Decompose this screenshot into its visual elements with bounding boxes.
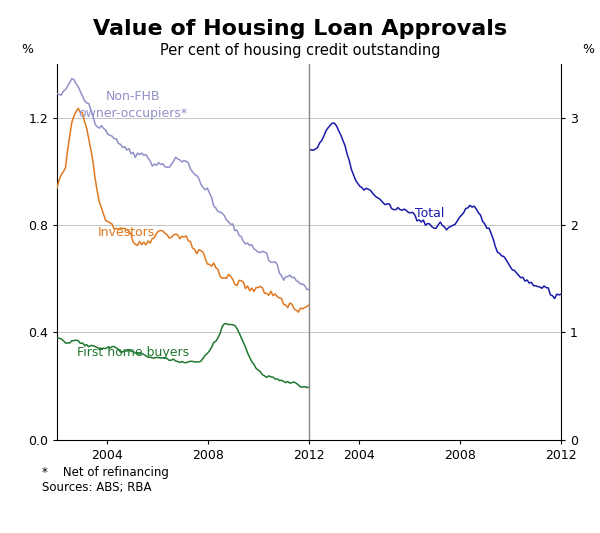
Text: Value of Housing Loan Approvals: Value of Housing Loan Approvals xyxy=(93,19,507,39)
Text: Non-FHB
owner-occupiers*: Non-FHB owner-occupiers* xyxy=(78,90,187,120)
Text: Investors: Investors xyxy=(97,225,155,239)
Text: %: % xyxy=(583,44,595,56)
Text: Total: Total xyxy=(415,207,444,220)
Text: Per cent of housing credit outstanding: Per cent of housing credit outstanding xyxy=(160,43,440,58)
Text: %: % xyxy=(21,44,33,56)
Text: First home buyers: First home buyers xyxy=(77,346,188,359)
Text: *    Net of refinancing
Sources: ABS; RBA: * Net of refinancing Sources: ABS; RBA xyxy=(42,466,169,495)
